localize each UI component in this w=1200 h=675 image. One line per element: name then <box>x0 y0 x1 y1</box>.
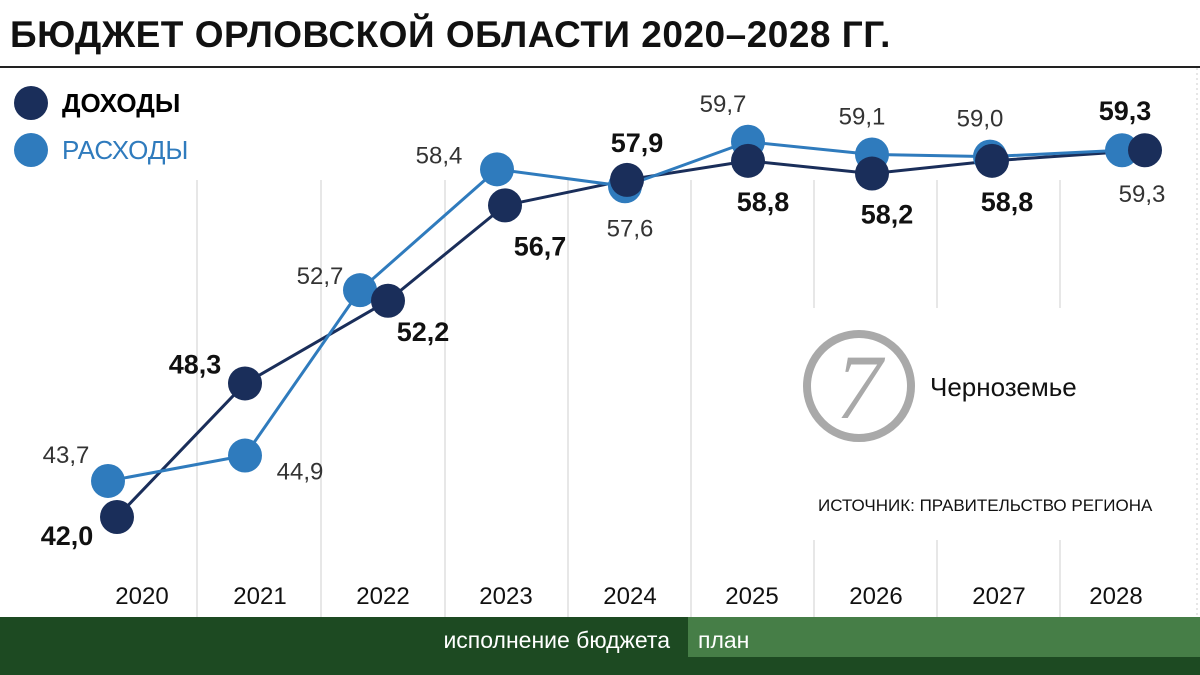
data-label: 43,7 <box>43 442 90 469</box>
data-point <box>975 143 1009 178</box>
data-point <box>100 500 134 534</box>
data-point <box>610 162 644 197</box>
x-tick-label: 2025 <box>725 583 778 610</box>
data-label: 52,7 <box>297 263 344 290</box>
title-rule <box>0 66 1200 68</box>
legend-label: РАСХОДЫ <box>62 134 189 165</box>
period-actual-label: исполнение бюджета <box>443 627 670 653</box>
legend-item-income: ДОХОДЫ <box>14 86 180 120</box>
data-label: 48,3 <box>169 349 222 379</box>
data-label: 59,0 <box>957 106 1004 133</box>
data-label: 57,9 <box>611 128 664 158</box>
data-point <box>1128 133 1162 168</box>
data-point <box>91 463 125 498</box>
data-label: 42,0 <box>41 521 94 551</box>
data-label: 52,2 <box>397 317 450 347</box>
brand-name: Черноземье <box>930 372 1077 402</box>
chart-title: БЮДЖЕТ ОРЛОВСКОЙ ОБЛАСТИ 2020–2028 ГГ. <box>10 14 891 55</box>
data-point <box>228 366 262 401</box>
data-label: 57,6 <box>607 215 654 242</box>
data-point <box>371 283 405 318</box>
data-label: 59,3 <box>1119 181 1166 208</box>
plan-band <box>688 617 1200 657</box>
legend-label: ДОХОДЫ <box>62 87 181 118</box>
data-point <box>731 143 765 178</box>
x-tick-label: 2020 <box>115 583 168 610</box>
data-label: 59,1 <box>839 103 886 130</box>
x-tick-label: 2028 <box>1089 583 1142 610</box>
data-point <box>228 438 262 473</box>
x-tick-label: 2026 <box>849 583 902 610</box>
source-note: ИСТОЧНИК: ПРАВИТЕЛЬСТВО РЕГИОНА <box>818 496 1153 515</box>
data-point <box>488 188 522 223</box>
data-label: 58,4 <box>416 142 463 169</box>
x-tick-label: 2024 <box>603 583 656 610</box>
data-label: 58,8 <box>981 187 1034 217</box>
data-label: 59,3 <box>1099 96 1152 126</box>
data-point <box>855 156 889 191</box>
data-label: 58,8 <box>737 187 790 217</box>
data-label: 44,9 <box>277 459 324 486</box>
x-tick-label: 2022 <box>356 583 409 610</box>
data-label: 59,7 <box>700 91 747 118</box>
data-point <box>343 273 377 308</box>
legend-swatch <box>14 133 48 167</box>
data-point <box>480 152 514 187</box>
data-label: 56,7 <box>514 231 567 261</box>
data-label: 58,2 <box>861 200 914 230</box>
legend-swatch <box>14 86 48 120</box>
legend-item-expense: РАСХОДЫ <box>14 133 188 167</box>
period-plan-label: план <box>698 627 750 653</box>
x-tick-label: 2023 <box>479 583 532 610</box>
x-tick-label: 2027 <box>972 583 1025 610</box>
x-tick-label: 2021 <box>233 583 286 610</box>
